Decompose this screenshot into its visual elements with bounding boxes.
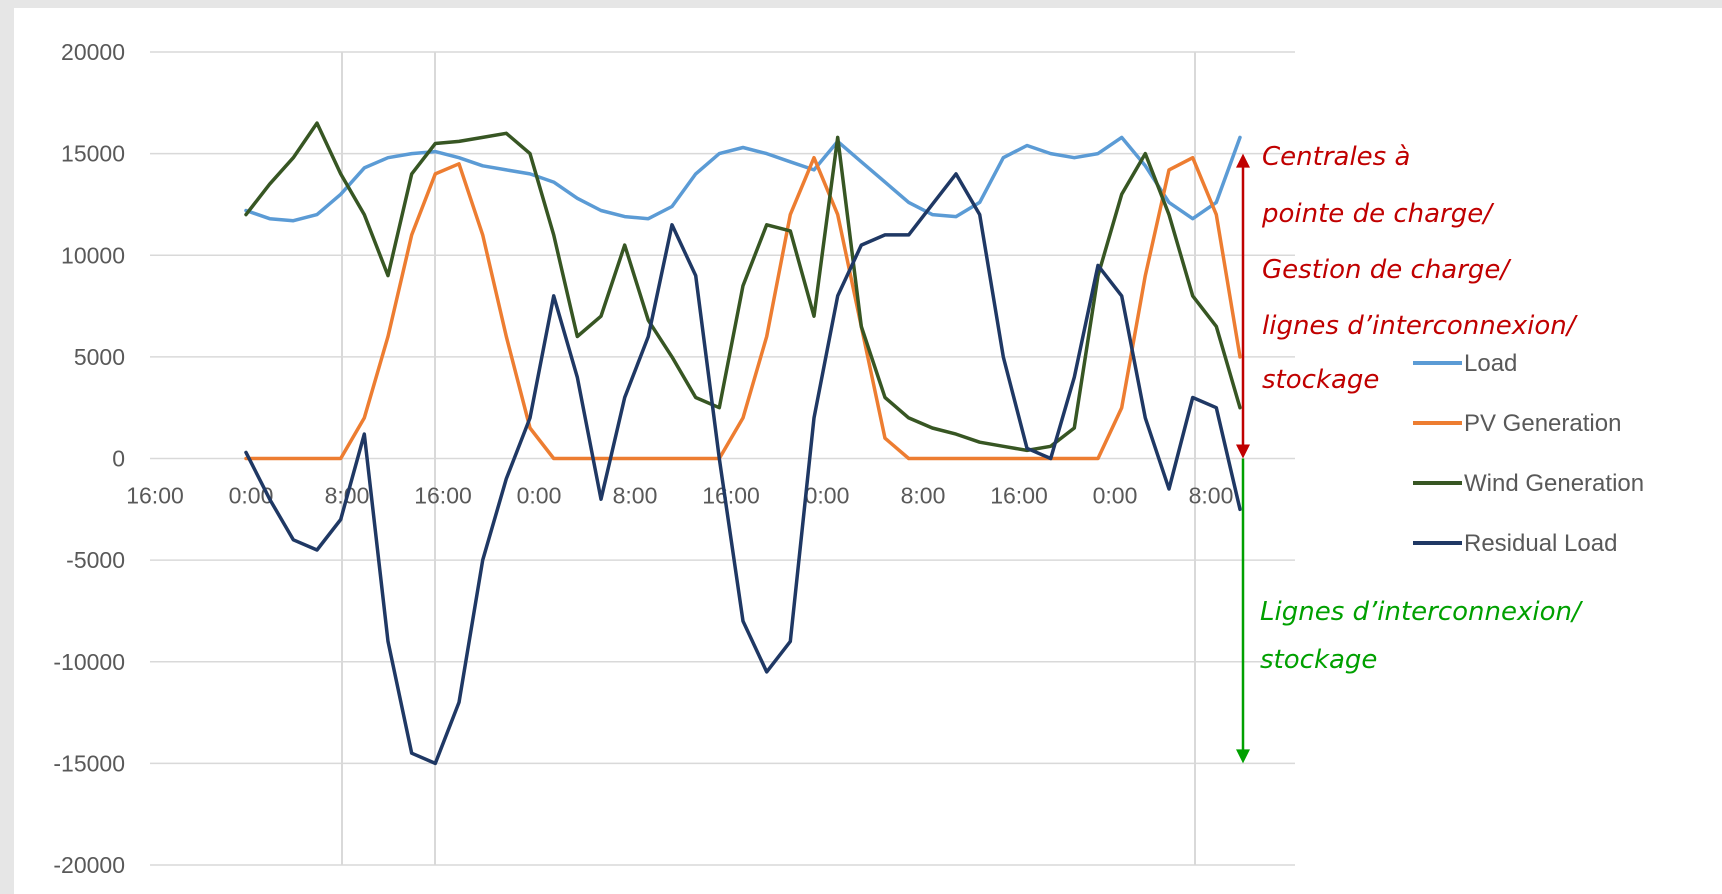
annotation-upper-line: stockage — [1262, 365, 1379, 395]
series-line-pv-generation — [246, 158, 1240, 459]
legend-label: Wind Generation — [1464, 470, 1644, 497]
y-tick-label: -10000 — [53, 649, 125, 675]
y-tick-label: -5000 — [66, 547, 125, 573]
legend-label: Residual Load — [1464, 530, 1617, 557]
x-tick-label: 16:00 — [990, 483, 1048, 509]
x-tick-label: 16:00 — [702, 483, 760, 509]
x-tick-label: 8:00 — [901, 483, 946, 509]
legend-label: Load — [1464, 350, 1517, 377]
y-axis: 20000 15000 10000 5000 0 -5000 -10000 -15000 -20… — [53, 39, 125, 878]
series-line-load — [246, 137, 1240, 220]
series-lines — [246, 123, 1240, 763]
annotation-lower-line: stockage — [1260, 645, 1377, 675]
x-tick-label: 16:00 — [126, 483, 184, 509]
annotation-upper-line: Centrales à — [1262, 142, 1410, 172]
x-tick-label: 16:00 — [414, 483, 472, 509]
x-tick-label: 8:00 — [1189, 483, 1234, 509]
series-line-wind-generation — [246, 123, 1240, 450]
annotation-lower-line: Lignes d’interconnexion/ — [1260, 597, 1584, 627]
red-arrow-head-down — [1236, 445, 1250, 459]
annotation-upper-line: lignes d’interconnexion/ — [1262, 311, 1579, 341]
y-tick-label: 15000 — [61, 141, 125, 167]
legend: Load PV Generation Wind Generation Residual… — [1413, 350, 1644, 557]
y-tick-label: -20000 — [53, 852, 125, 878]
y-tick-label: 0 — [112, 446, 125, 472]
legend-label: PV Generation — [1464, 410, 1621, 437]
green-arrow-head — [1236, 749, 1250, 763]
y-tick-label: -15000 — [53, 750, 125, 776]
x-tick-label: 8:00 — [613, 483, 658, 509]
annotations: Centrales à pointe de charge/Gestion de c… — [1236, 142, 1584, 763]
x-tick-label: 0:00 — [517, 483, 562, 509]
y-tick-label: 20000 — [61, 39, 125, 65]
annotation-upper-line: Gestion de charge/ — [1262, 255, 1512, 285]
series-line-residual-load — [246, 174, 1240, 764]
annotation-upper-line: pointe de charge/ — [1261, 199, 1495, 229]
x-tick-label: 0:00 — [805, 483, 850, 509]
x-axis: 16:00 0:00 8:00 16:00 0:00 8:00 16:00 0:00 8:00 1… — [126, 483, 1233, 509]
x-tick-label: 0:00 — [1093, 483, 1138, 509]
red-arrow-head-up — [1236, 154, 1250, 168]
y-tick-label: 5000 — [74, 344, 125, 370]
y-tick-label: 10000 — [61, 242, 125, 268]
